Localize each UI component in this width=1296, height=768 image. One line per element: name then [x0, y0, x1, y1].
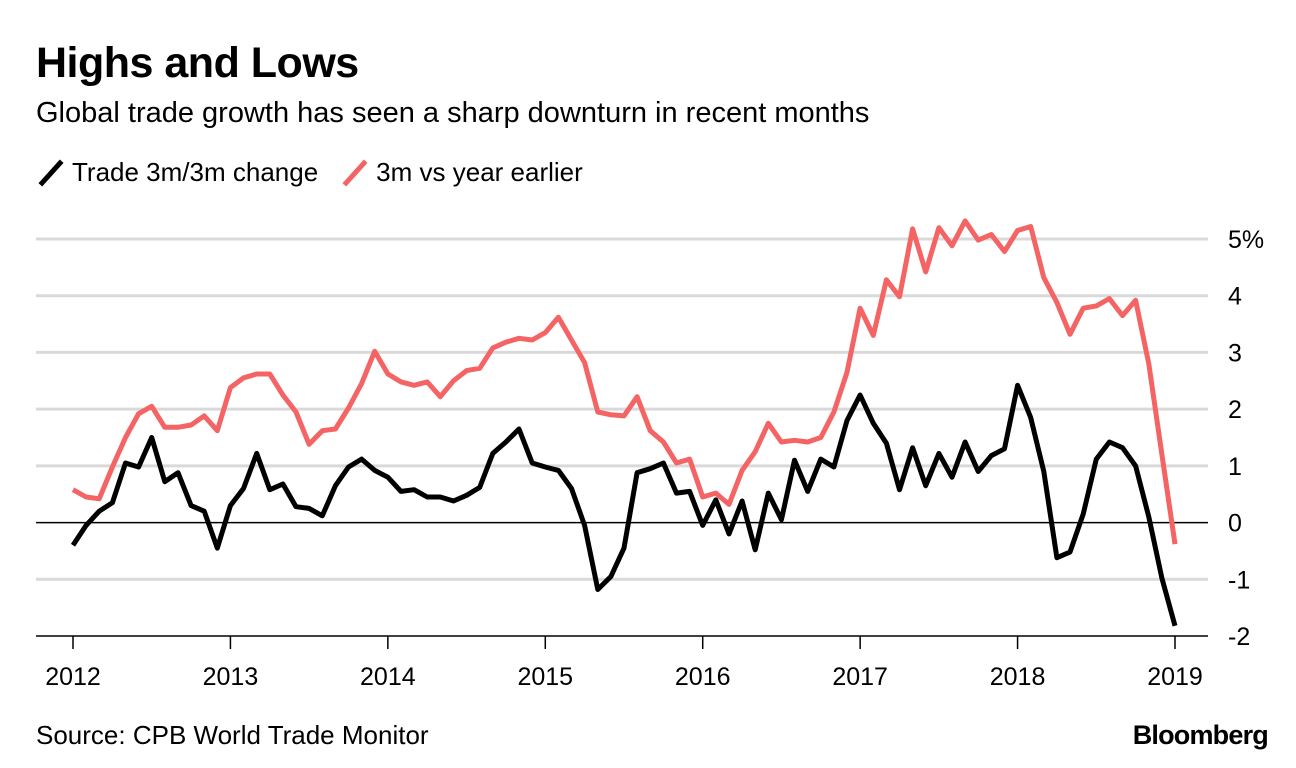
- y-tick-label-0: 0: [1228, 510, 1242, 538]
- legend-label-trade: Trade 3m/3m change: [72, 157, 319, 187]
- x-tick-label-2012: 2012: [45, 663, 101, 691]
- x-tick-label-2016: 2016: [675, 663, 731, 691]
- source-note: Source: CPB World Trade Monitor: [36, 720, 429, 750]
- legend: Trade 3m/3m change 3m vs year earlier: [36, 157, 605, 188]
- chart-subtitle: Global trade growth has seen a sharp dow…: [36, 97, 870, 129]
- y-tick-label-1: 1: [1228, 453, 1242, 481]
- legend-item-trade: Trade 3m/3m change: [36, 157, 318, 188]
- x-axis-tick-labels: 2012 2013 2014 2015 2016 2017 2018 2019: [45, 663, 1203, 691]
- legend-swatch-trade: [38, 158, 64, 187]
- legend-item-yoy: 3m vs year earlier: [340, 157, 583, 188]
- series-lines: [70, 218, 1178, 627]
- legend-swatch-yoy: [342, 158, 368, 187]
- y-tick-label--2: -2: [1228, 623, 1250, 651]
- series-line-3m-vs-year-earlier: [71, 218, 1178, 545]
- x-tick-label-2013: 2013: [203, 663, 259, 691]
- x-tick-label-2019: 2019: [1147, 663, 1203, 691]
- y-tick-label-3: 3: [1228, 339, 1242, 367]
- bloomberg-logo: Bloomberg: [1132, 720, 1269, 750]
- legend-label-yoy: 3m vs year earlier: [376, 157, 583, 187]
- x-tick-label-2015: 2015: [517, 663, 573, 691]
- y-tick-label--1: -1: [1228, 566, 1250, 594]
- series-line-trade-3m3m: [70, 382, 1178, 627]
- chart-title: Highs and Lows: [36, 39, 359, 87]
- grid-lines: [36, 237, 1208, 581]
- y-tick-label-5: 5%: [1228, 226, 1264, 254]
- x-tick-label-2018: 2018: [990, 663, 1046, 691]
- x-tick-label-2017: 2017: [832, 663, 888, 691]
- y-tick-label-2: 2: [1228, 396, 1242, 424]
- x-tick-label-2014: 2014: [360, 663, 416, 691]
- x-axis: [36, 635, 1208, 649]
- y-tick-label-4: 4: [1228, 283, 1242, 311]
- y-axis-tick-labels: -2 -1 0 1 2 3 4 5%: [1228, 226, 1264, 651]
